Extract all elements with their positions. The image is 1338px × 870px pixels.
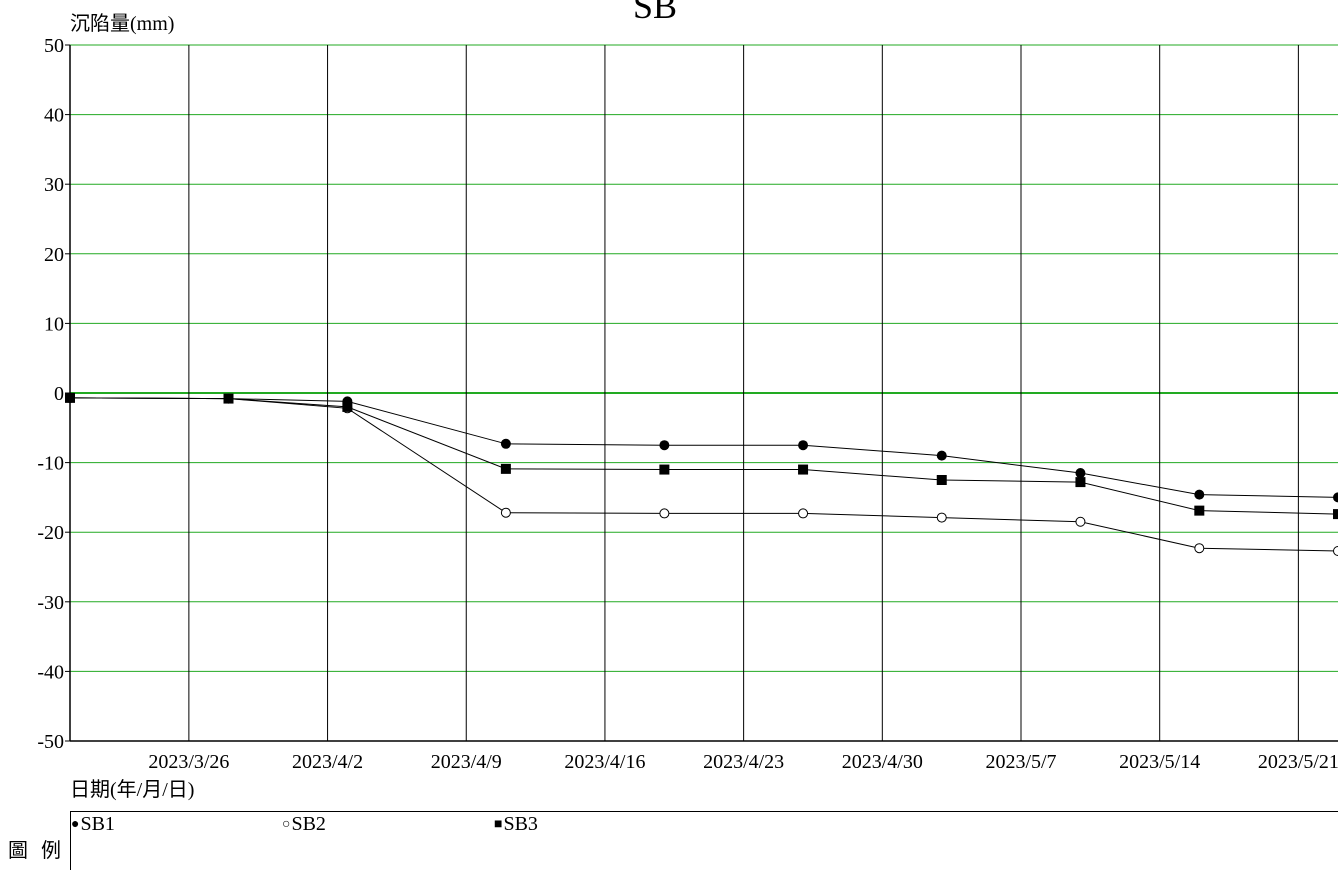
series-sb1 bbox=[65, 392, 1338, 503]
data-point bbox=[936, 512, 947, 523]
series-line-sb2 bbox=[69, 397, 1338, 552]
series-line-sb1 bbox=[69, 397, 1338, 498]
x-tick-label: 2023/5/14 bbox=[1119, 751, 1200, 773]
chart-title: SB bbox=[633, 0, 677, 26]
x-axis-label: 日期(年/月/日) bbox=[70, 778, 194, 801]
x-tick-label: 2023/4/2 bbox=[292, 751, 363, 773]
legend-item-sb2: ○SB2 bbox=[282, 813, 326, 836]
data-point bbox=[1333, 545, 1338, 556]
data-point bbox=[1333, 492, 1338, 503]
series-sb2 bbox=[65, 392, 1338, 556]
data-point bbox=[342, 401, 353, 412]
data-point bbox=[1194, 543, 1205, 554]
settlement-chart: 50 40 30 20 10 0 -10 -20 -30 -40 -50 2023/3/26 2023/… bbox=[37, 0, 1338, 801]
data-point bbox=[798, 464, 809, 475]
data-point bbox=[936, 450, 947, 461]
data-point bbox=[500, 463, 511, 474]
data-point bbox=[1194, 505, 1205, 516]
y-tick-label: -40 bbox=[37, 661, 64, 683]
filled-square-icon: ■ bbox=[494, 817, 503, 832]
data-point bbox=[659, 464, 670, 475]
filled-circle-icon: ● bbox=[71, 817, 80, 832]
x-tick-label: 2023/4/30 bbox=[842, 751, 923, 773]
y-tick-label: 20 bbox=[44, 244, 64, 266]
data-point bbox=[1194, 489, 1205, 500]
legend-item-sb1: ●SB1 bbox=[71, 813, 115, 836]
data-point bbox=[500, 438, 511, 449]
y-tick-label: 40 bbox=[44, 105, 64, 127]
legend-label-sb2: SB2 bbox=[291, 813, 326, 835]
data-point bbox=[798, 440, 809, 451]
y-axis-label: 沉陷量(mm) bbox=[70, 12, 174, 35]
data-point bbox=[1075, 516, 1086, 527]
grid bbox=[70, 44, 1338, 741]
legend-label-sb1: SB1 bbox=[80, 813, 115, 835]
data-point bbox=[1333, 509, 1338, 520]
data-point bbox=[65, 392, 75, 403]
x-tick-label: 2023/4/16 bbox=[564, 751, 645, 773]
data-point bbox=[659, 440, 670, 451]
x-tick-label: 2023/3/26 bbox=[148, 751, 229, 773]
legend-title: 圖 例 bbox=[8, 840, 65, 862]
data-point bbox=[1075, 468, 1086, 479]
y-tick-label: -10 bbox=[37, 453, 64, 475]
y-tick-label: -30 bbox=[37, 592, 64, 614]
data-point bbox=[1075, 477, 1086, 488]
data-point bbox=[223, 393, 234, 404]
y-tick-label: -50 bbox=[37, 731, 64, 753]
x-tick-label: 2023/5/7 bbox=[985, 751, 1056, 773]
x-tick-label: 2023/5/21 bbox=[1258, 751, 1338, 773]
data-point bbox=[659, 508, 670, 519]
y-tick-label: 30 bbox=[44, 174, 64, 196]
open-circle-icon: ○ bbox=[282, 817, 291, 832]
legend-box bbox=[70, 811, 1338, 870]
series-layer bbox=[65, 392, 1338, 556]
y-tick-label: 10 bbox=[44, 313, 64, 335]
series-sb3 bbox=[65, 392, 1338, 520]
legend-label-sb3: SB3 bbox=[503, 813, 538, 835]
data-point bbox=[936, 475, 947, 485]
x-tick-label: 2023/4/23 bbox=[703, 751, 784, 773]
y-tick-label: 50 bbox=[44, 35, 64, 57]
legend-item-sb3: ■SB3 bbox=[494, 813, 538, 836]
data-point bbox=[500, 507, 511, 518]
y-tick-label: 0 bbox=[54, 383, 64, 405]
axes: 50 40 30 20 10 0 -10 -20 -30 -40 -50 2023/3/26 2023/… bbox=[37, 35, 1338, 773]
x-tick-label: 2023/4/9 bbox=[431, 751, 502, 773]
data-point bbox=[798, 508, 809, 519]
series-line-sb3 bbox=[69, 397, 1338, 515]
y-tick-label: -20 bbox=[37, 522, 64, 544]
